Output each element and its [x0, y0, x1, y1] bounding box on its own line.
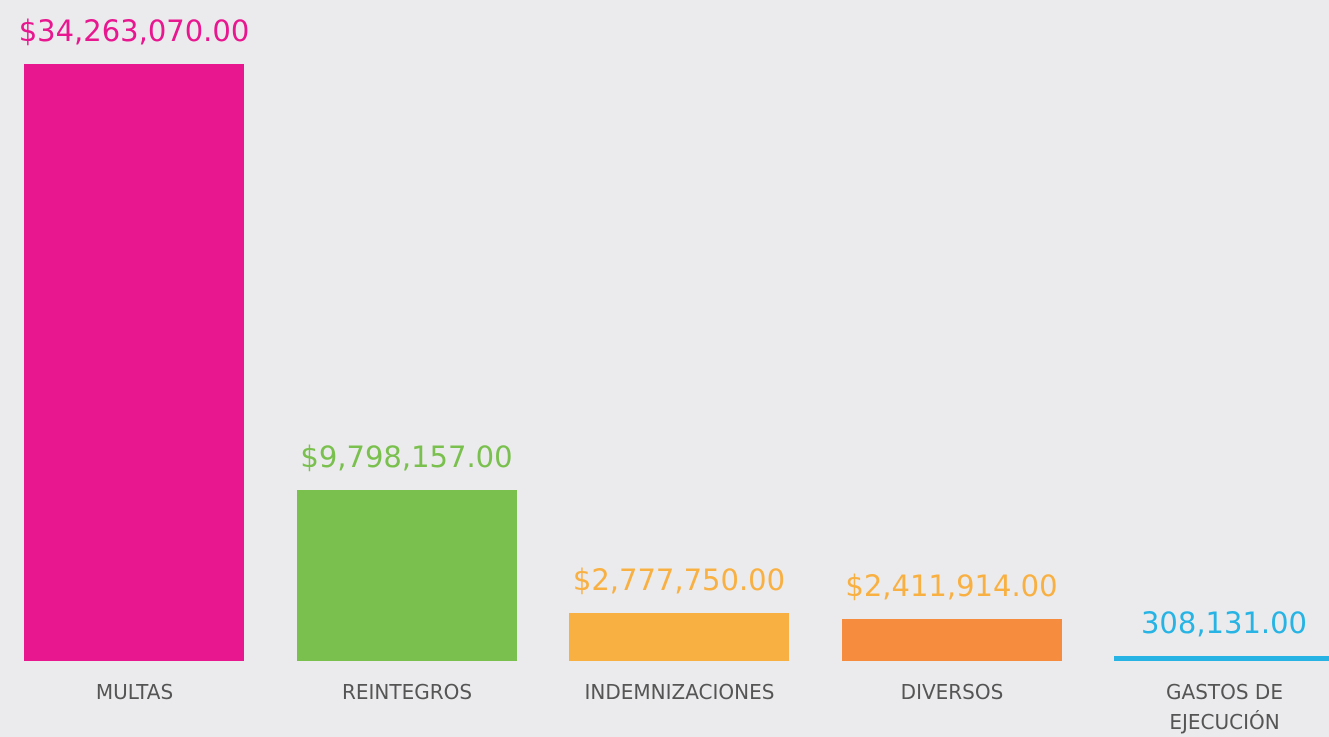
- bar: [296, 490, 517, 661]
- bar: [841, 618, 1062, 661]
- bar: [569, 612, 789, 661]
- value-label: $34,263,070.00: [18, 14, 250, 48]
- bar: [1114, 655, 1329, 661]
- category-label: INDEMNIZACIONES: [584, 680, 775, 704]
- category-label: MULTAS: [95, 680, 174, 704]
- category-label: REINTEGROS: [341, 680, 473, 704]
- value-label: 308,131.00: [1140, 605, 1308, 640]
- category-label: GASTOS DE EJECUCIÓN: [1166, 680, 1283, 734]
- category-label: DIVERSOS: [900, 680, 1004, 704]
- value-label: $2,411,914.00: [845, 568, 1058, 603]
- bar: [24, 64, 244, 661]
- value-label: $9,798,157.00: [300, 440, 513, 475]
- value-label: $2,777,750.00: [572, 562, 786, 597]
